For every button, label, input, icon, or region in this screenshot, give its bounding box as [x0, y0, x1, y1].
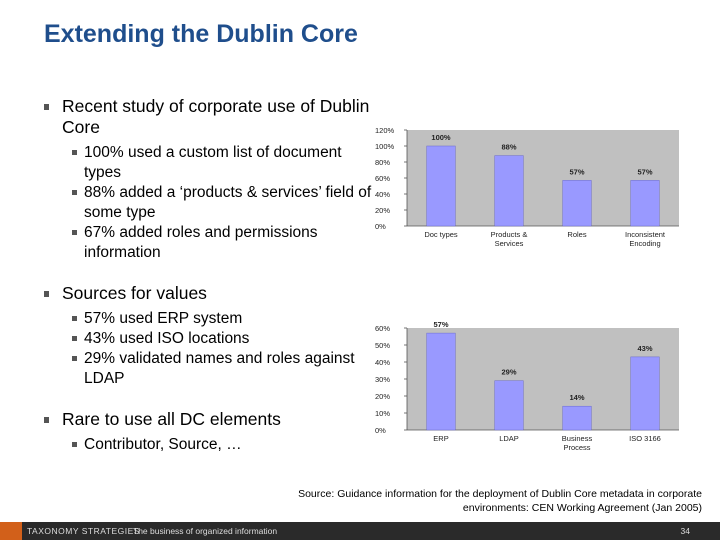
data-label: 29%	[501, 368, 516, 377]
bar	[426, 332, 456, 431]
sub-bullet-item: 67% added roles and permissions informat…	[44, 223, 374, 263]
bar-chart-value-sources: 0% 10% 20% 30% 40% 50% 60% 57% ERP 29% LDAP 14% Busi…	[372, 318, 692, 458]
y-tick-label: 60%	[375, 324, 390, 333]
bullet-item: Sources for values	[44, 283, 374, 304]
sub-bullet-text: 67% added roles and permissions informat…	[84, 224, 318, 261]
sub-bullet-text: 29% validated names and roles against LD…	[84, 350, 355, 387]
sub-bullet-item: 57% used ERP system	[44, 309, 374, 329]
bar	[562, 180, 592, 227]
bar	[562, 405, 592, 431]
bar	[494, 380, 524, 431]
x-tick-label: Roles	[567, 230, 586, 239]
sub-bullet-item: 43% used ISO locations	[44, 329, 374, 349]
square-bullet-icon	[72, 150, 77, 155]
bar	[630, 180, 660, 227]
y-tick-label: 30%	[375, 375, 390, 384]
bar	[426, 145, 456, 227]
data-label: 14%	[569, 393, 584, 402]
bullet-list: Recent study of corporate use of Dublin …	[44, 96, 374, 475]
x-tick-label: Inconsistent Encoding	[625, 230, 666, 248]
y-tick-label: 20%	[375, 206, 390, 215]
x-tick-label: Business Process	[562, 434, 593, 452]
square-bullet-icon	[72, 442, 77, 447]
x-tick-label: Products & Services	[491, 230, 528, 248]
square-bullet-icon	[72, 336, 77, 341]
y-tick-label: 80%	[375, 158, 390, 167]
x-tick-label: ERP	[433, 434, 448, 443]
bullet-group: Sources for values 57% used ERP system 4…	[44, 283, 374, 389]
y-tick-label: 10%	[375, 409, 390, 418]
y-tick-label: 40%	[375, 358, 390, 367]
bullet-text: Rare to use all DC elements	[62, 409, 281, 429]
bullet-group: Recent study of corporate use of Dublin …	[44, 96, 374, 263]
sub-bullet-text: 100% used a custom list of document type…	[84, 144, 342, 181]
data-label: 57%	[569, 167, 584, 176]
bullet-item: Rare to use all DC elements	[44, 409, 374, 430]
x-tick-label: Doc types	[424, 230, 458, 239]
sub-bullet-text: 88% added a ‘products & services’ field …	[84, 184, 372, 221]
y-tick-label: 0%	[375, 426, 386, 435]
footer-bar: TAXONOMY STRATEGIES The business of orga…	[0, 522, 720, 540]
square-bullet-icon	[72, 230, 77, 235]
footer-brand: TAXONOMY STRATEGIES	[27, 526, 140, 536]
square-bullet-icon	[44, 291, 49, 297]
bar	[494, 155, 524, 227]
chart-svg: 0% 10% 20% 30% 40% 50% 60% 57% ERP 29% LDAP 14% Busi…	[375, 320, 679, 452]
sub-bullet-item: 29% validated names and roles against LD…	[44, 349, 374, 389]
y-tick-label: 60%	[375, 174, 390, 183]
x-tick-label: LDAP	[499, 434, 519, 443]
y-tick-label: 100%	[375, 142, 395, 151]
y-tick-label: 50%	[375, 341, 390, 350]
y-tick-label: 120%	[375, 126, 395, 135]
source-citation: Source: Guidance information for the dep…	[298, 488, 702, 514]
data-label: 57%	[637, 167, 652, 176]
data-label: 57%	[433, 320, 448, 329]
data-label: 43%	[637, 344, 652, 353]
chart-svg: 0% 20% 40% 60% 80% 100% 120% 100% Doc types 88% Pr…	[375, 126, 679, 248]
sub-bullet-text: Contributor, Source, …	[84, 436, 242, 453]
bar-chart-custom-fields: 0% 20% 40% 60% 80% 100% 120% 100% Doc types 88% Pr…	[372, 122, 692, 258]
square-bullet-icon	[72, 190, 77, 195]
y-tick-label: 0%	[375, 222, 386, 231]
sub-bullet-text: 43% used ISO locations	[84, 330, 250, 347]
bar	[630, 356, 660, 431]
sub-bullet-item: 88% added a ‘products & services’ field …	[44, 183, 374, 223]
square-bullet-icon	[72, 316, 77, 321]
sub-bullet-item: Contributor, Source, …	[44, 435, 374, 455]
square-bullet-icon	[44, 417, 49, 423]
y-tick-label: 40%	[375, 190, 390, 199]
brand-logo-mark	[0, 522, 22, 540]
sub-bullet-text: 57% used ERP system	[84, 310, 243, 327]
bullet-text: Sources for values	[62, 283, 207, 303]
square-bullet-icon	[44, 104, 49, 110]
y-tick-label: 20%	[375, 392, 390, 401]
square-bullet-icon	[72, 356, 77, 361]
page-number: 34	[680, 526, 690, 536]
sub-bullet-item: 100% used a custom list of document type…	[44, 143, 374, 183]
slide-title: Extending the Dublin Core	[44, 20, 358, 48]
data-label: 100%	[431, 133, 451, 142]
bullet-group: Rare to use all DC elements Contributor,…	[44, 409, 374, 455]
x-tick-label: ISO 3166	[629, 434, 661, 443]
bullet-item: Recent study of corporate use of Dublin …	[44, 96, 374, 138]
data-label: 88%	[501, 143, 516, 152]
bullet-text: Recent study of corporate use of Dublin …	[62, 96, 370, 137]
footer-tagline: The business of organized information	[133, 526, 278, 536]
